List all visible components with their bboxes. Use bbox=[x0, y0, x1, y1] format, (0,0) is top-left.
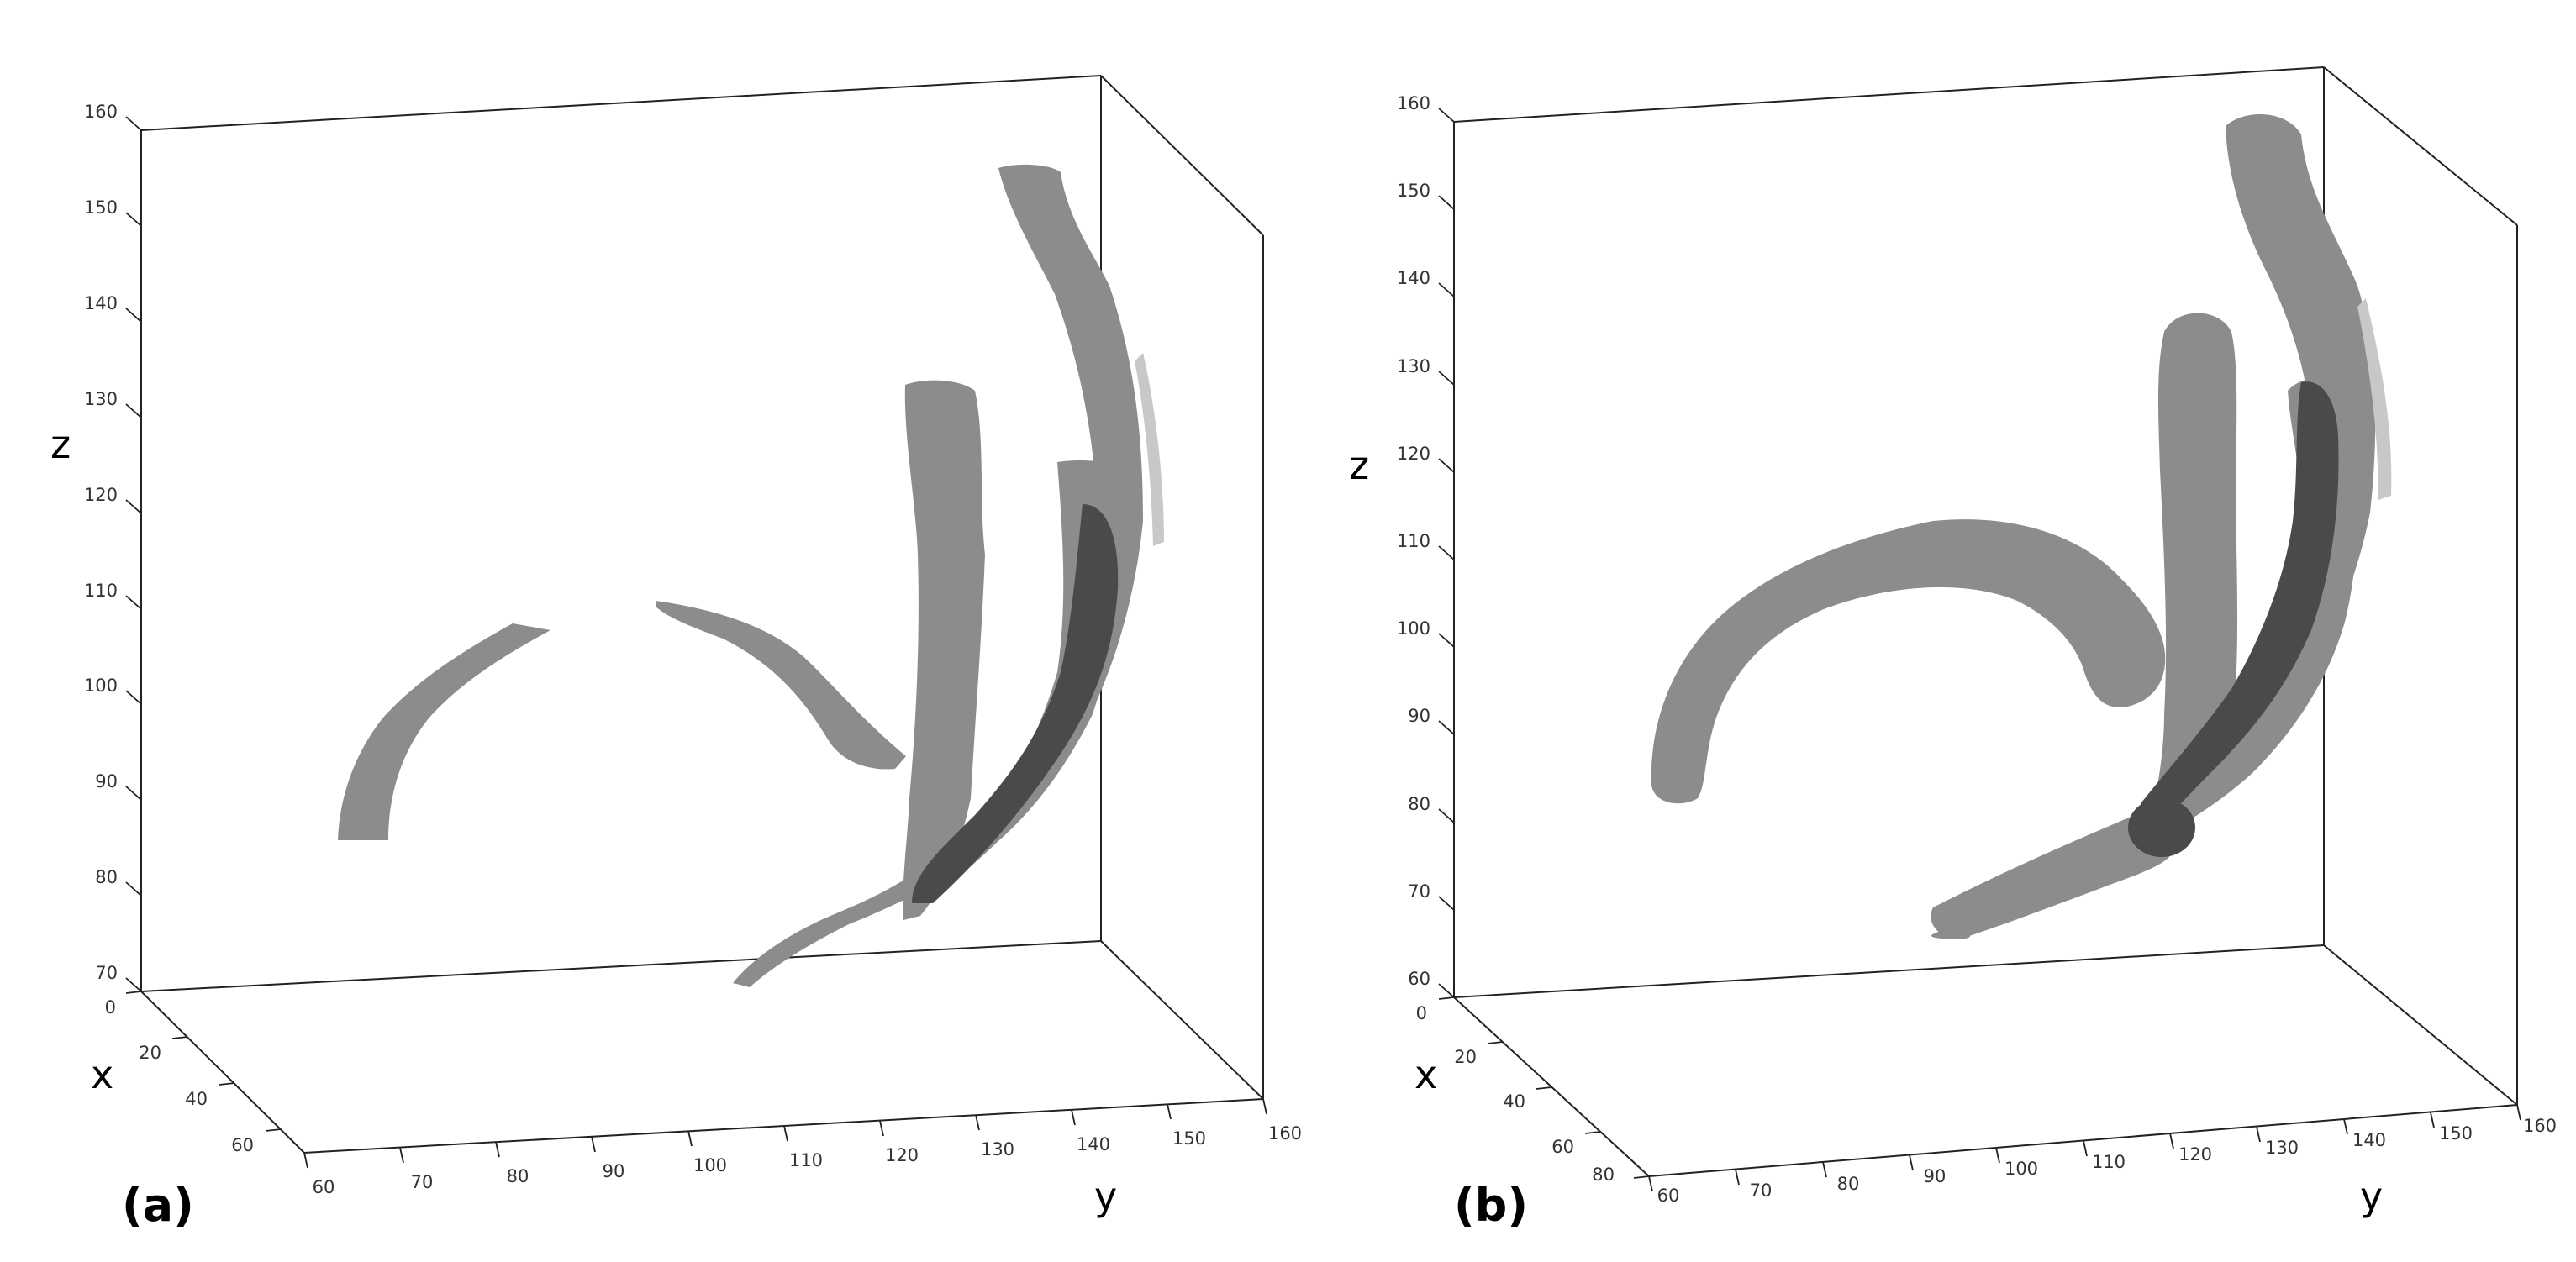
z-tick-label-a: 150 bbox=[84, 197, 118, 218]
z-tick-label-b: 150 bbox=[1397, 181, 1430, 201]
z-tick-label-b: 70 bbox=[1408, 881, 1430, 902]
panel-label-a: (a) bbox=[122, 1179, 194, 1232]
panel-label-b: (b) bbox=[1454, 1179, 1528, 1232]
z-axis-label-b: z bbox=[1349, 443, 1369, 488]
y-tick-label-b: 60 bbox=[1657, 1186, 1680, 1206]
panel-a: 70 80 90 100 110 120 130 140 150 160 z 0 bbox=[50, 75, 1302, 1232]
z-tick-label-a: 120 bbox=[84, 485, 118, 505]
y-tick-label-b: 140 bbox=[2352, 1130, 2386, 1150]
x-axis-a: 0 20 40 60 x bbox=[91, 991, 282, 1155]
z-tick-label-b: 60 bbox=[1408, 969, 1430, 989]
x-tick-label-b: 60 bbox=[1551, 1137, 1574, 1157]
z-axis-a: 70 80 90 100 110 120 130 140 150 160 z bbox=[50, 102, 142, 992]
x-axis-label-b: x bbox=[1414, 1052, 1437, 1097]
z-tick-label-b: 140 bbox=[1397, 268, 1430, 288]
y-tick-label-a: 120 bbox=[885, 1145, 919, 1165]
x-tick-label-b: 20 bbox=[1454, 1047, 1477, 1067]
x-tick-label-b: 40 bbox=[1503, 1091, 1525, 1112]
y-axis-a: 60 70 80 90 100 110 120 130 140 150 160 … bbox=[303, 1098, 1302, 1219]
x-tick-label-a: 0 bbox=[105, 997, 116, 1017]
arc-tube-b bbox=[1651, 519, 2166, 804]
x-axis-b: 0 20 40 60 80 x bbox=[1414, 996, 1650, 1185]
z-tick-label-b: 120 bbox=[1397, 444, 1430, 464]
y-tick-label-b: 130 bbox=[2265, 1138, 2299, 1158]
y-tick-label-b: 80 bbox=[1837, 1174, 1860, 1194]
y-tick-label-a: 150 bbox=[1172, 1128, 1206, 1149]
z-tick-label-a: 90 bbox=[95, 771, 118, 791]
y-tick-label-b: 160 bbox=[2523, 1116, 2557, 1136]
z-tick-label-a: 130 bbox=[84, 389, 118, 409]
tube-edge-a bbox=[1135, 353, 1164, 546]
panel-b: 60 70 80 90 100 110 120 130 140 150 160 … bbox=[1349, 66, 2557, 1232]
z-tick-label-b: 80 bbox=[1408, 794, 1430, 814]
y-tick-label-b: 150 bbox=[2439, 1123, 2473, 1144]
z-axis-label-a: z bbox=[50, 422, 71, 467]
z-tick-label-b: 110 bbox=[1397, 531, 1430, 551]
y-axis-label-a: y bbox=[1094, 1174, 1117, 1219]
tube-surfaces-a bbox=[338, 164, 1164, 987]
arc-tube-left-a bbox=[338, 623, 550, 840]
y-tick-label-b: 110 bbox=[2092, 1152, 2126, 1172]
tube-central-a bbox=[903, 380, 985, 920]
tube-lower-b bbox=[1931, 812, 2177, 939]
tube-central-b bbox=[2147, 313, 2238, 840]
y-tick-label-a: 90 bbox=[603, 1161, 625, 1181]
z-tick-label-a: 80 bbox=[95, 867, 118, 887]
z-tick-label-a: 100 bbox=[84, 676, 118, 696]
tube-surfaces-b bbox=[1651, 114, 2392, 939]
z-tick-label-b: 100 bbox=[1397, 618, 1430, 639]
axes-box-b bbox=[1453, 66, 2518, 1177]
y-tick-label-a: 110 bbox=[789, 1150, 823, 1170]
axes-box-a bbox=[140, 75, 1264, 1154]
tube-right-outer-a bbox=[903, 164, 1143, 908]
y-tick-label-a: 130 bbox=[981, 1139, 1014, 1159]
y-axis-label-b: y bbox=[2360, 1174, 2383, 1219]
y-tick-label-a: 100 bbox=[693, 1155, 727, 1175]
z-tick-label-a: 140 bbox=[84, 293, 118, 313]
z-tick-label-b: 90 bbox=[1408, 706, 1430, 726]
overlap-blob-b bbox=[2128, 798, 2195, 857]
y-tick-label-a: 140 bbox=[1077, 1134, 1110, 1154]
z-tick-label-b: 130 bbox=[1397, 356, 1430, 376]
y-tick-label-b: 100 bbox=[2004, 1159, 2038, 1179]
y-tick-label-a: 160 bbox=[1268, 1123, 1302, 1144]
z-axis-b: 60 70 80 90 100 110 120 130 140 150 160 … bbox=[1349, 93, 1455, 998]
x-tick-label-b: 0 bbox=[1416, 1003, 1427, 1023]
x-tick-label-b: 80 bbox=[1592, 1165, 1615, 1185]
y-tick-label-a: 60 bbox=[313, 1177, 335, 1197]
y-tick-label-a: 80 bbox=[507, 1166, 529, 1186]
z-tick-label-a: 110 bbox=[84, 581, 118, 601]
y-tick-label-b: 70 bbox=[1750, 1180, 1773, 1201]
tube-edge-b bbox=[2357, 298, 2392, 500]
x-tick-label-a: 40 bbox=[185, 1089, 208, 1109]
y-tick-label-b: 90 bbox=[1924, 1166, 1946, 1186]
z-tick-label-a: 160 bbox=[84, 102, 118, 122]
arc-tube-mid-a bbox=[656, 601, 906, 770]
x-axis-label-a: x bbox=[91, 1052, 113, 1097]
y-tick-label-b: 120 bbox=[2178, 1144, 2212, 1165]
z-tick-label-b: 160 bbox=[1397, 93, 1430, 113]
y-axis-b: 60 70 80 90 100 110 120 130 140 150 160 … bbox=[1648, 1104, 2557, 1219]
y-tick-label-a: 70 bbox=[411, 1172, 434, 1192]
z-tick-label-a: 70 bbox=[95, 963, 118, 983]
overlap-region-b bbox=[2138, 381, 2339, 828]
x-tick-label-a: 60 bbox=[231, 1135, 254, 1155]
x-tick-label-a: 20 bbox=[139, 1043, 161, 1063]
overlap-region-a bbox=[912, 504, 1119, 903]
